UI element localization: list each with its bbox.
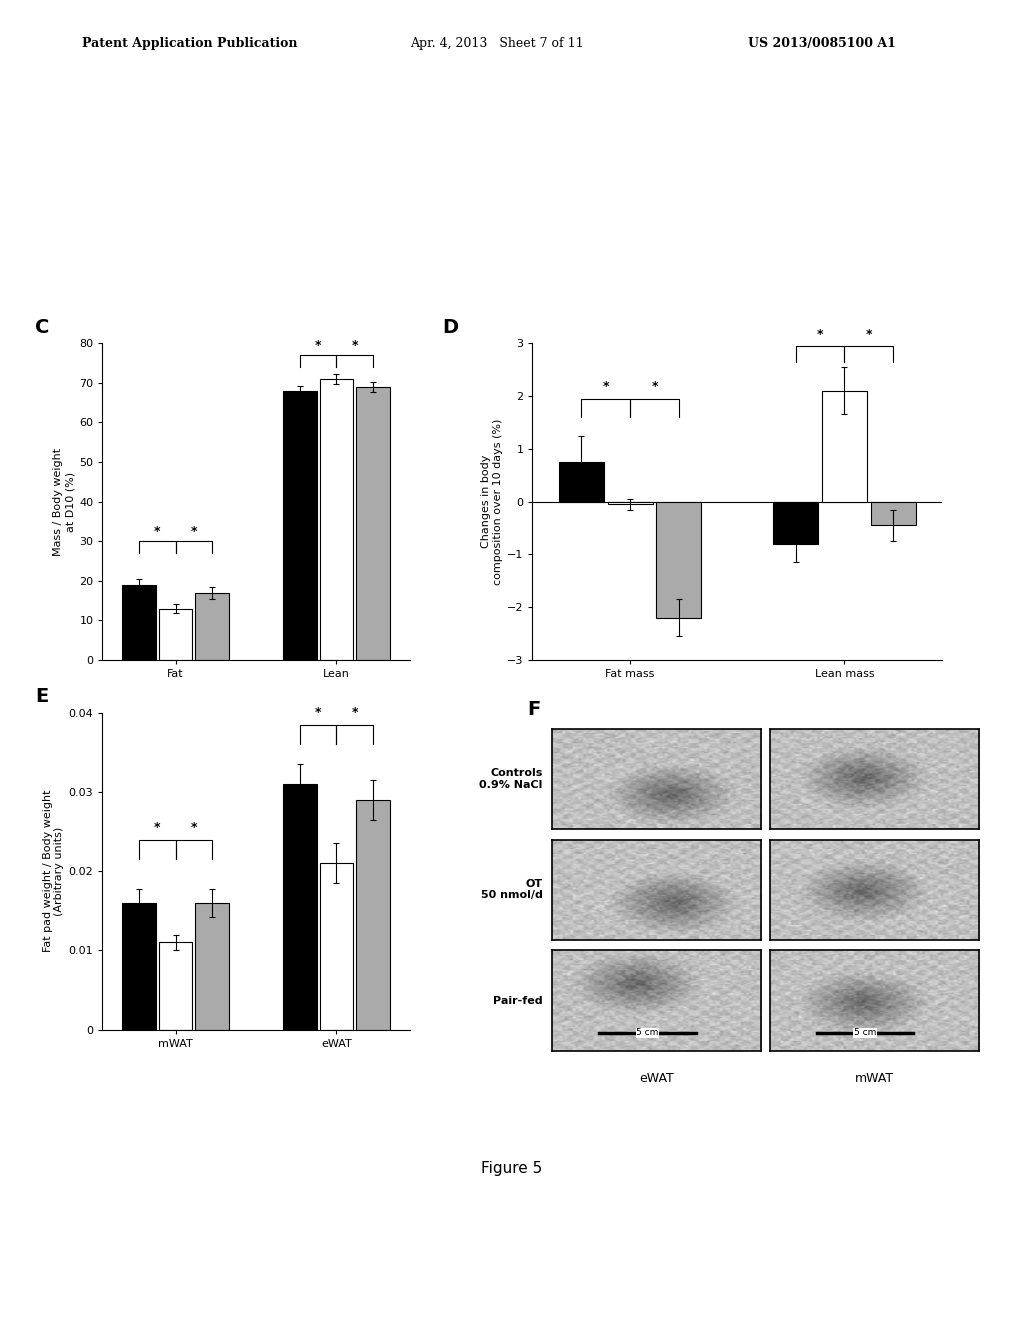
Text: *: * [190, 821, 198, 834]
Bar [356, 800, 390, 1030]
Text: E: E [35, 688, 48, 706]
Y-axis label: Changes in body
composition over 10 days (%): Changes in body composition over 10 days… [481, 418, 503, 585]
Text: *: * [865, 329, 872, 341]
Bar [159, 942, 193, 1030]
Bar [196, 903, 229, 1030]
Text: *: * [314, 706, 322, 718]
Text: 5 cm: 5 cm [636, 1028, 658, 1038]
Bar [319, 863, 353, 1030]
Bar [319, 379, 353, 660]
Text: *: * [602, 380, 609, 393]
Text: *: * [651, 380, 657, 393]
Text: F: F [527, 701, 541, 719]
Text: eWAT: eWAT [639, 1072, 674, 1085]
Text: *: * [817, 329, 823, 341]
Bar [559, 462, 604, 502]
Y-axis label: Fat pad weight / Body weight
(Arbitrary units): Fat pad weight / Body weight (Arbitrary … [43, 789, 65, 953]
Text: Apr. 4, 2013   Sheet 7 of 11: Apr. 4, 2013 Sheet 7 of 11 [410, 37, 584, 50]
Bar [822, 391, 867, 502]
Bar [607, 502, 652, 504]
Text: D: D [442, 318, 459, 337]
Bar [122, 903, 156, 1030]
Bar [870, 502, 915, 525]
Text: Patent Application Publication: Patent Application Publication [82, 37, 297, 50]
Bar [283, 784, 316, 1030]
Bar [356, 387, 390, 660]
Text: *: * [154, 821, 161, 834]
Text: US 2013/0085100 A1: US 2013/0085100 A1 [748, 37, 895, 50]
Text: *: * [190, 524, 198, 537]
Text: *: * [154, 524, 161, 537]
Text: *: * [314, 338, 322, 351]
Text: mWAT: mWAT [855, 1072, 894, 1085]
Bar [773, 502, 818, 544]
Bar [159, 609, 193, 660]
Text: Pair-fed: Pair-fed [494, 995, 543, 1006]
Text: C: C [35, 318, 49, 337]
Text: Controls
0.9% NaCl: Controls 0.9% NaCl [479, 768, 543, 789]
Bar [283, 391, 316, 660]
Bar [656, 502, 701, 618]
Bar [196, 593, 229, 660]
Text: *: * [351, 338, 358, 351]
Text: OT
50 nmol/d: OT 50 nmol/d [481, 879, 543, 900]
Text: *: * [351, 706, 358, 718]
Bar [122, 585, 156, 660]
Text: Figure 5: Figure 5 [481, 1160, 543, 1176]
Y-axis label: Mass / Body weight
at D10 (%): Mass / Body weight at D10 (%) [53, 447, 75, 556]
Text: 5 cm: 5 cm [854, 1028, 877, 1038]
